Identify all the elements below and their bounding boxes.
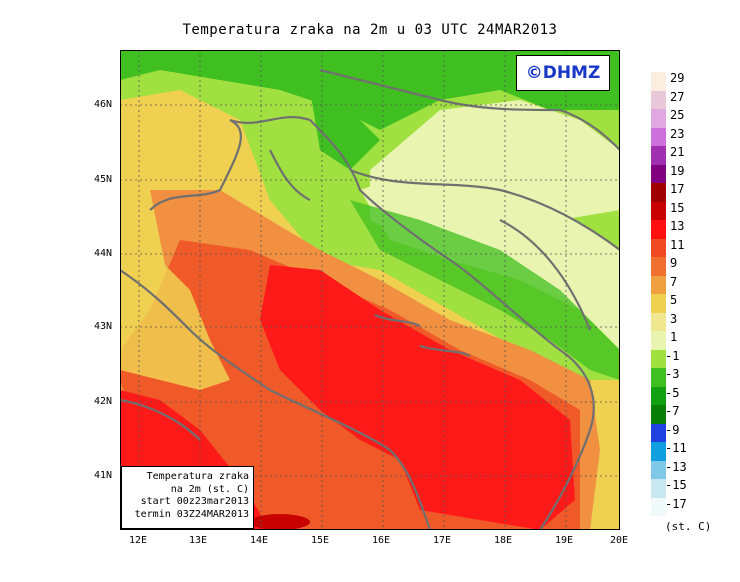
legend-label: 1 bbox=[670, 330, 678, 344]
legend-label: 19 bbox=[670, 163, 685, 178]
region-sea-warm bbox=[260, 265, 575, 530]
legend-swatch bbox=[651, 127, 666, 146]
lon-label: 12E bbox=[129, 535, 148, 546]
legend-swatch bbox=[651, 405, 666, 424]
legend-swatch bbox=[651, 90, 666, 109]
lon-label: 17E bbox=[433, 535, 452, 546]
map-title: Temperatura zraka na 2m u 03 UTC 24MAR20… bbox=[182, 22, 558, 38]
coastline bbox=[120, 68, 620, 530]
lon-label: 19E bbox=[555, 535, 574, 546]
legend-unit: (st. C) bbox=[665, 520, 712, 533]
lon-label: 14E bbox=[250, 535, 269, 546]
lon-label: 13E bbox=[189, 535, 208, 546]
legend-label: 25 bbox=[670, 108, 685, 122]
info-box: Temperatura zraka na 2m (st. C) start 00… bbox=[121, 466, 254, 529]
legend-label: -11 bbox=[665, 441, 687, 455]
legend-label: -9 bbox=[665, 422, 680, 437]
legend-label: 7 bbox=[670, 274, 678, 289]
lon-label: 18E bbox=[494, 535, 513, 546]
region-mountain-2 bbox=[310, 90, 380, 170]
legend-swatch bbox=[651, 479, 666, 498]
legend-label: -13 bbox=[665, 459, 687, 474]
legend-label: 5 bbox=[670, 293, 678, 307]
region-dinaric bbox=[350, 200, 620, 380]
legend-swatch bbox=[651, 183, 666, 202]
legend-label: -1 bbox=[665, 348, 680, 363]
lon-label: 16E bbox=[372, 535, 391, 546]
lat-label: 46N bbox=[94, 99, 113, 110]
legend-label: 29 bbox=[670, 71, 685, 85]
legend-swatch bbox=[651, 164, 666, 183]
info-line-2: na 2m (st. C) bbox=[170, 483, 249, 495]
legend-label: 21 bbox=[670, 145, 685, 159]
legend-label: -17 bbox=[665, 496, 687, 511]
legend-swatch bbox=[651, 146, 666, 165]
region-mountain bbox=[120, 50, 620, 130]
legend-swatch bbox=[651, 238, 666, 257]
legend-swatch bbox=[651, 368, 666, 387]
legend-swatch bbox=[651, 220, 666, 239]
lat-label: 43N bbox=[94, 321, 113, 332]
legend-swatch bbox=[651, 349, 666, 368]
lat-label: 41N bbox=[94, 470, 113, 481]
legend-swatch bbox=[651, 275, 666, 294]
graticule bbox=[120, 50, 620, 530]
lon-label: 15E bbox=[311, 535, 330, 546]
legend-label: 15 bbox=[670, 200, 685, 215]
temperature-map bbox=[120, 50, 620, 530]
legend-label: 9 bbox=[670, 256, 678, 270]
legend-colorbar bbox=[651, 72, 666, 518]
info-line-4: termin 03Z24MAR2013 bbox=[134, 508, 249, 520]
legend-label: -5 bbox=[665, 385, 680, 400]
legend-swatch bbox=[651, 72, 666, 91]
dhmz-watermark: ©DHMZ bbox=[516, 55, 610, 91]
legend-label: 23 bbox=[670, 126, 685, 141]
legend-swatch bbox=[651, 294, 666, 313]
map-frame bbox=[120, 50, 620, 530]
legend-swatch bbox=[651, 257, 666, 276]
info-line-3: start 00z23mar2013 bbox=[140, 496, 249, 507]
lat-label: 42N bbox=[94, 396, 113, 407]
legend-label: -3 bbox=[665, 367, 680, 381]
legend-swatch bbox=[651, 109, 666, 128]
legend-label: 11 bbox=[670, 237, 685, 252]
legend-swatch bbox=[651, 497, 666, 516]
legend-label: 3 bbox=[670, 311, 678, 326]
legend-swatch bbox=[651, 423, 666, 442]
legend-swatch bbox=[651, 331, 666, 350]
legend-swatch bbox=[651, 312, 666, 331]
legend-label: -7 bbox=[665, 404, 680, 418]
legend-swatch bbox=[651, 460, 666, 479]
legend-label: 13 bbox=[670, 219, 685, 233]
info-line-1: Temperatura zraka bbox=[146, 471, 249, 482]
lat-label: 44N bbox=[94, 248, 113, 259]
legend-swatch bbox=[651, 442, 666, 461]
region-hot-spot bbox=[250, 514, 310, 530]
legend-label: 27 bbox=[670, 89, 685, 104]
lon-label: 20E bbox=[610, 535, 629, 546]
region-italy bbox=[120, 260, 230, 390]
legend-label: -15 bbox=[665, 478, 687, 492]
legend-swatch bbox=[651, 386, 666, 405]
legend-label: 17 bbox=[670, 182, 685, 196]
lat-label: 45N bbox=[94, 174, 113, 185]
legend-swatch bbox=[651, 201, 666, 220]
